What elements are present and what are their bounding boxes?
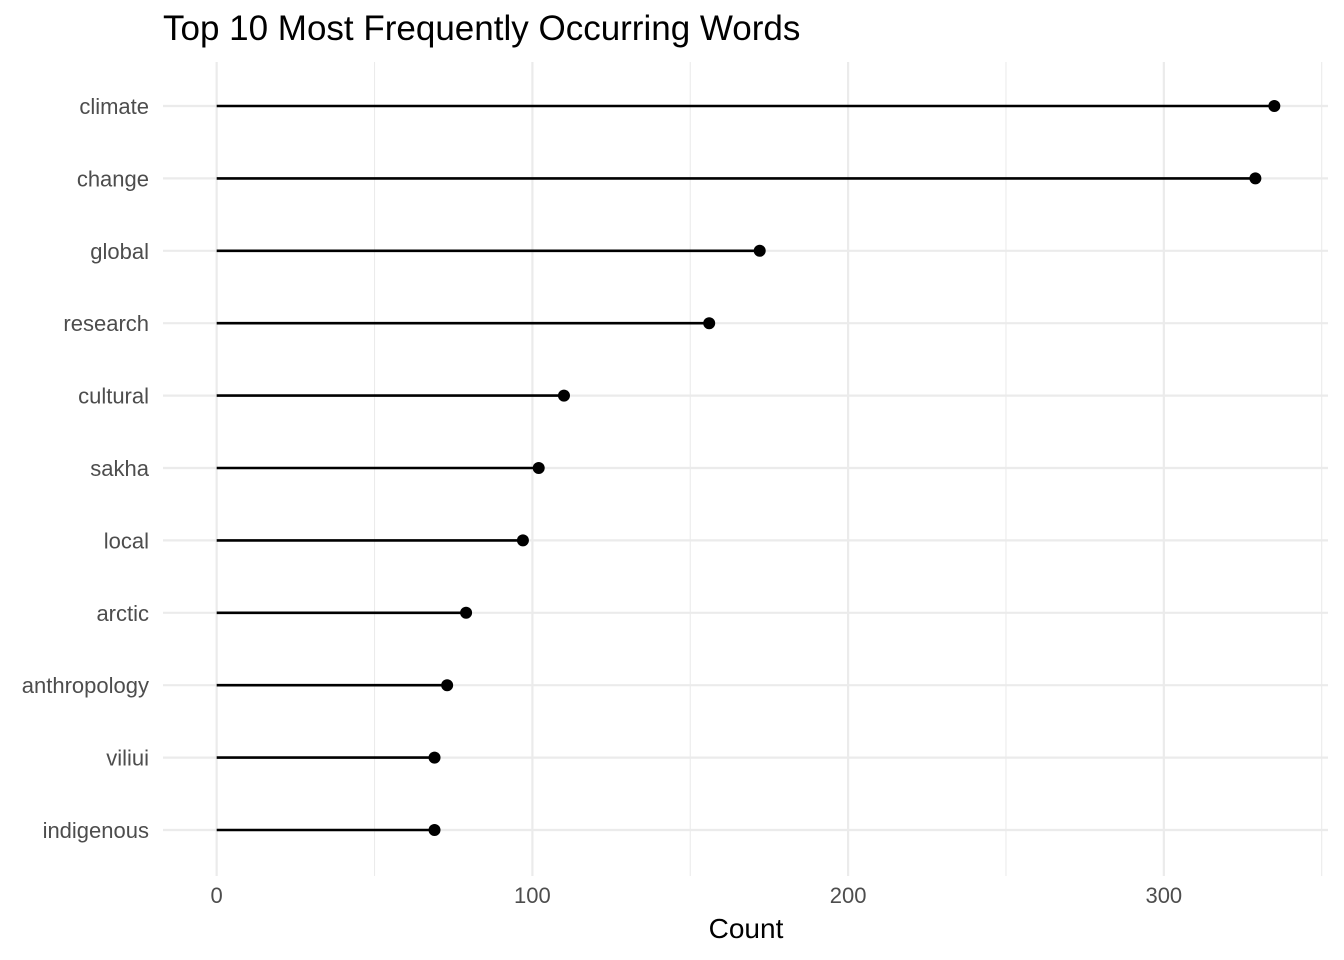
y-tick-label: climate — [79, 94, 149, 119]
chart-title: Top 10 Most Frequently Occurring Words — [163, 9, 800, 48]
lollipop-point-climate — [1268, 100, 1281, 112]
lollipop-point-change — [1249, 172, 1262, 185]
y-tick-label: arctic — [96, 601, 149, 626]
y-tick-label: local — [104, 528, 149, 553]
lollipop-point-anthropology — [441, 679, 454, 692]
y-tick-label: indigenous — [43, 818, 149, 843]
y-tick-label: anthropology — [22, 673, 149, 698]
lollipop-point-local — [516, 534, 529, 547]
x-tick-label: 100 — [514, 883, 551, 908]
x-tick-label: 0 — [211, 883, 223, 908]
tick-labels: climate change global research cultural sakha… — [22, 94, 1182, 908]
y-tick-label: global — [90, 239, 149, 264]
y-tick-label: research — [63, 311, 149, 336]
x-tick-label: 300 — [1145, 883, 1182, 908]
lollipop-point-indigenous — [428, 824, 441, 836]
lollipop-point-arctic — [460, 606, 473, 619]
lollipop-point-global — [753, 244, 766, 257]
lollipop-point-sakha — [532, 462, 545, 474]
lollipop-point-viliui — [428, 751, 441, 764]
lollipop-point-research — [703, 317, 716, 330]
x-axis-title: Count — [709, 913, 784, 944]
lollipop-point-cultural — [557, 389, 570, 402]
y-tick-label: change — [77, 166, 149, 191]
x-tick-label: 200 — [830, 883, 867, 908]
data-marks — [216, 100, 1281, 836]
y-tick-label: sakha — [90, 456, 149, 481]
y-tick-label: viliui — [106, 746, 149, 771]
y-tick-label: cultural — [78, 384, 149, 409]
